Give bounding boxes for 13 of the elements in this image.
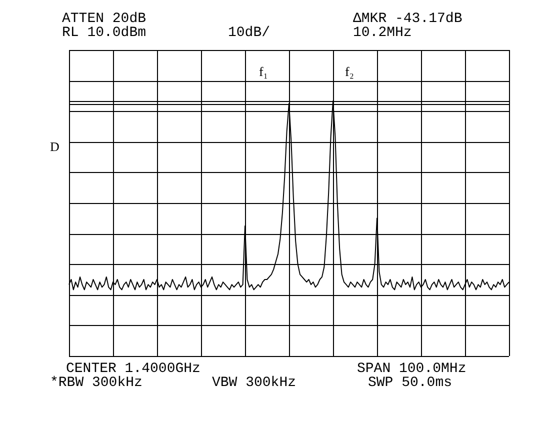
text: SWP 50.0ms: [368, 375, 452, 391]
text: *RBW 300kHz: [50, 375, 142, 391]
text: SPAN 100.0MHz: [357, 361, 466, 377]
text: ATTEN 20dB: [62, 11, 146, 27]
text: 10.2MHz: [353, 25, 412, 41]
text: D: [50, 139, 60, 154]
text: f₁: [259, 64, 268, 79]
text: 10dB/: [228, 25, 270, 41]
text: RL 10.0dBm: [62, 25, 146, 41]
text: f₂: [345, 64, 354, 79]
text: CENTER 1.4000GHz: [66, 361, 200, 377]
text: ΔMKR -43.17dB: [353, 11, 462, 27]
text: VBW 300kHz: [212, 375, 296, 391]
